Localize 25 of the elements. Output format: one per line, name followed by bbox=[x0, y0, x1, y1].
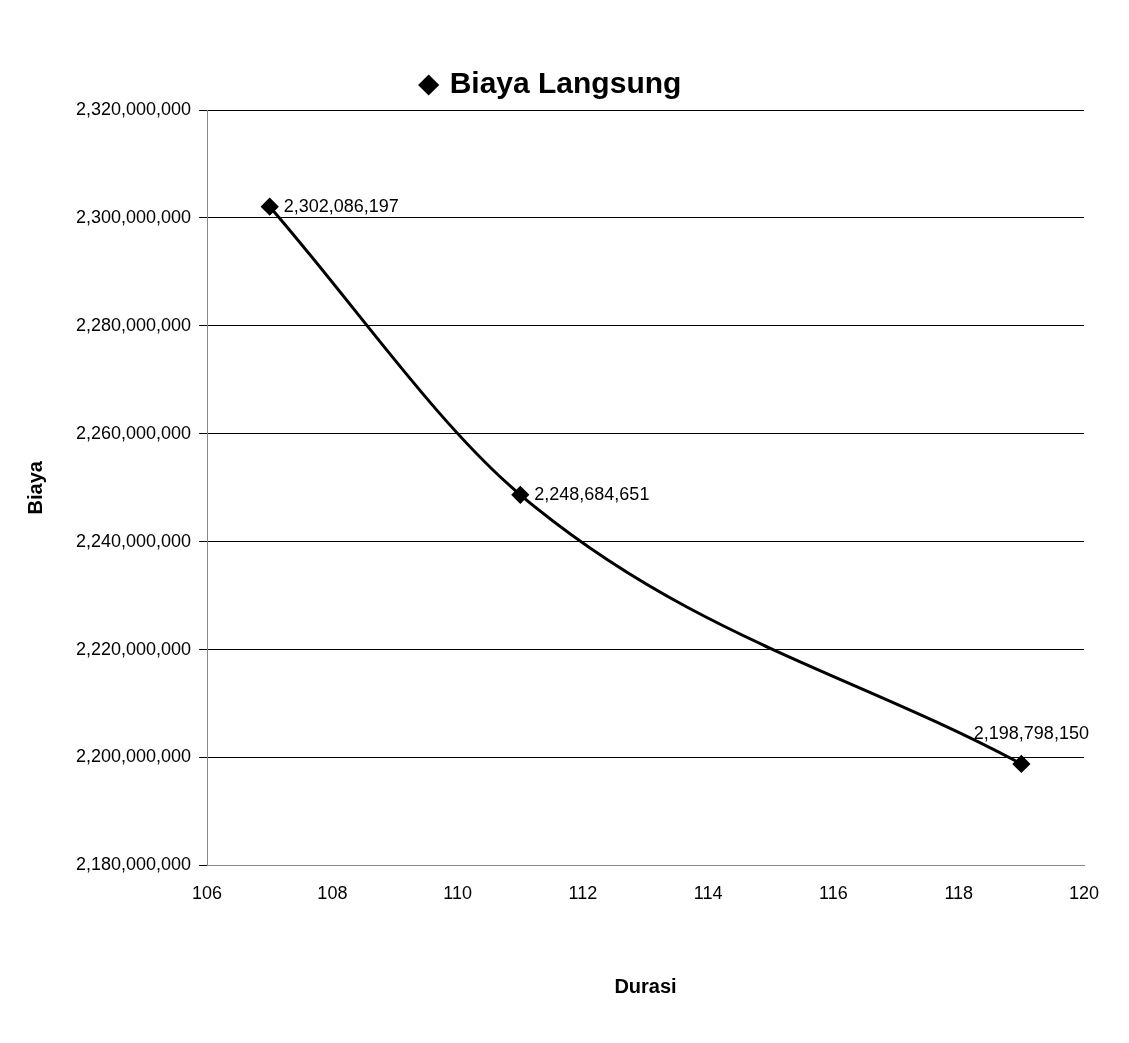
x-tick-label: 112 bbox=[568, 883, 598, 904]
point bbox=[1012, 755, 1030, 773]
y-tick-label: 2,180,000,000 bbox=[75, 854, 192, 875]
x-tick-label: 114 bbox=[693, 883, 723, 904]
point bbox=[511, 486, 529, 504]
data-label: 2,248,684,651 bbox=[534, 483, 650, 504]
point bbox=[261, 198, 279, 216]
y-tick-label: 2,300,000,000 bbox=[75, 206, 192, 227]
y-tick-label: 2,320,000,000 bbox=[75, 98, 192, 119]
x-tick-label: 106 bbox=[192, 883, 223, 904]
legend-label: Biaya Langsung bbox=[449, 66, 682, 100]
x-tick-label: 108 bbox=[317, 883, 348, 904]
data-label: 2,198,798,150 bbox=[973, 722, 1089, 743]
x-tick-label: 120 bbox=[1068, 883, 1100, 904]
y-tick-label: 2,240,000,000 bbox=[75, 530, 192, 551]
x-tick-label: 118 bbox=[944, 883, 974, 904]
y-tick-label: 2,220,000,000 bbox=[75, 638, 192, 659]
y-tick-label: 2,280,000,000 bbox=[75, 314, 192, 335]
y-tick-label: 2,260,000,000 bbox=[75, 422, 192, 443]
y-axis-title: Biaya bbox=[23, 460, 46, 515]
y-tick-label: 2,200,000,000 bbox=[75, 746, 192, 767]
x-tick-label: 110 bbox=[443, 883, 472, 904]
x-tick-label: 116 bbox=[819, 883, 848, 904]
data-label: 2,302,086,197 bbox=[283, 195, 399, 216]
x-axis-title: Durasi bbox=[614, 974, 677, 997]
